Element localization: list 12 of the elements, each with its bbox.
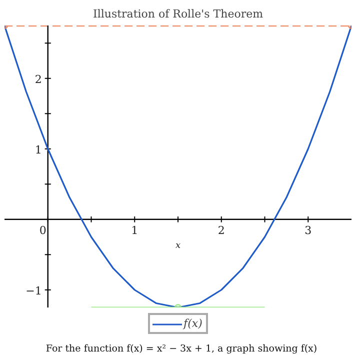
x-tick-label: 3 [304, 224, 312, 238]
x-axis-title: x [175, 240, 181, 251]
x-tick-label: 1 [131, 224, 138, 238]
x-tick-label: 0 [39, 224, 46, 238]
x-tick-label: 2 [218, 224, 225, 238]
text: For the function f(x) = x² − 3x + 1, a graph showing f(x) [46, 344, 318, 354]
legend-label: f(x) [184, 317, 204, 330]
line-series [4, 26, 352, 308]
y-tick-label: −1 [26, 284, 42, 298]
y-tick-label: 1 [34, 143, 42, 156]
y-tick-label: 2 [34, 72, 42, 86]
chart-title: Illustration of Rolle's Theorem [92, 8, 264, 20]
